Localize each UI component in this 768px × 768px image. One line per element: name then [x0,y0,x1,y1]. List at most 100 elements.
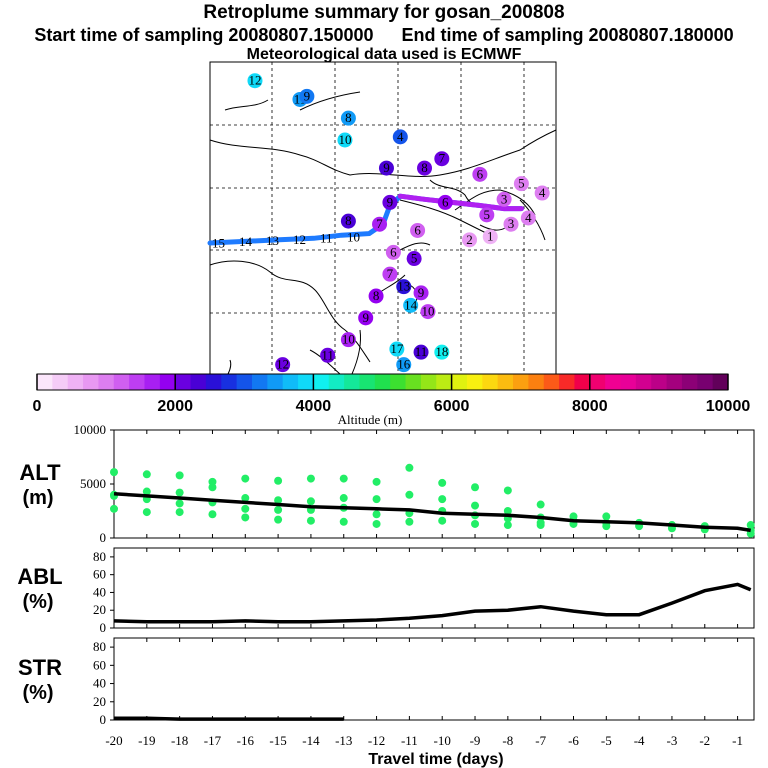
alt-point [241,513,250,522]
plume-marker: 17 [389,341,405,357]
plume-marker-dot [417,160,433,176]
plume-marker-label: 9 [304,88,311,103]
x-axis-label: Travel time (days) [368,751,503,768]
y-tick-label: 80 [93,639,106,654]
alt-point [175,488,184,497]
plume-marker: 2 [462,232,477,248]
plume-marker: 3 [496,191,512,207]
x-tick-label: -14 [302,733,320,748]
x-tick-label: -8 [502,733,513,748]
colorbar-swatch [666,374,683,390]
colorbar-swatch [651,374,668,390]
panel-str: 0 20 40 60 80 STR(%) [18,637,755,727]
plume-marker-dot [275,357,291,373]
y-tick-label: 40 [93,584,106,599]
plume-marker-label: 1 [487,229,494,244]
time-series-panels: 0500010000ALT(m)020406080ABL(%)020406080… [17,422,755,748]
y-tick-label: 0 [100,530,107,545]
alt-point [339,517,348,526]
panel-label: STR [18,655,62,680]
plume-marker-label: 7 [376,216,383,231]
plume-marker-label: 7 [439,151,446,166]
plume-marker-label: 3 [501,191,508,206]
colorbar-swatch [98,374,115,390]
plume-marker: 11 [320,347,336,363]
plume-marker-dot [503,216,519,232]
alt-point [306,474,315,483]
alt-point [405,517,414,526]
colorbar-swatch [559,374,575,390]
alt-point [274,505,283,514]
colorbar-swatch [67,374,84,390]
plume-marker-dot [368,288,384,304]
plume-marker-label: 5 [518,176,525,191]
colorbar-tick-label: 8000 [572,398,608,415]
x-tick-label: -10 [434,733,451,748]
alt-mean-line [113,491,751,533]
plume-marker-label: 8 [421,160,428,175]
x-tick-label: -6 [568,733,579,748]
alt-point [372,495,381,504]
plume-marker-dot [340,213,356,229]
colorbar-tick-label: 0 [33,398,42,415]
plume-marker-dot [496,191,512,207]
plume-marker-dot [434,344,450,360]
plume-markers: 1211981049876543698765432157613891014910… [247,73,550,373]
colorbar-swatch [513,374,529,390]
colorbar-swatch [681,374,698,390]
plume-marker: 5 [479,207,495,223]
colorbar-tick-label: 10000 [706,398,751,415]
colorbar-swatch [328,374,345,390]
plume-marker-dot [358,310,374,326]
alt-point [306,516,315,525]
plume-marker-label: 9 [383,160,390,175]
plume-marker: 11 [413,344,429,360]
panel-unit: (%) [22,682,53,704]
panel-abl: 0 20 40 60 80 ABL(%) [17,547,755,635]
colorbar-swatch [359,374,376,390]
plume-marker-dot [337,132,353,148]
alt-point [602,512,611,521]
plume-marker-label: 5 [484,207,491,222]
x-tick-label: -1 [732,733,743,748]
colorbar-swatch [221,374,238,390]
alt-point [142,508,151,517]
colorbar-swatch [129,374,145,390]
plume-marker-label: 13 [397,279,410,294]
y-tick-label: 80 [93,549,106,564]
plume-marker: 5 [406,251,422,267]
plume-marker-dot [472,166,488,182]
plume-marker: 12 [247,73,263,89]
plume-marker-dot [513,176,529,192]
colorbar-swatch [589,374,606,390]
colorbar-swatch [190,374,207,390]
alt-point [438,495,447,504]
plume-marker-dot [372,216,388,232]
series-line [114,716,344,721]
plume-marker: 9 [413,285,429,301]
plume-marker: 7 [382,266,398,282]
plume-marker-dot [434,151,450,167]
alt-point [438,478,447,487]
colorbar-swatch [159,374,176,390]
alt-point [471,519,480,528]
plume-marker-dot [382,194,398,210]
plume-marker: 1 [482,229,498,245]
y-tick-label: 0 [100,712,107,727]
plume-marker-dot [520,210,536,226]
colorbar-swatch [497,374,514,390]
panel-frame [113,637,755,721]
end-time-label: End time of sampling 20080807.180000 [401,25,734,45]
plume-marker-label: 10 [421,304,434,319]
track-day-label: 13 [266,233,279,248]
track-day-label: 12 [293,232,306,247]
colorbar-swatch [236,374,253,390]
x-tick-label: -5 [601,733,612,748]
plume-marker: 8 [340,110,356,126]
alt-point [372,510,381,519]
alt-point [175,508,184,517]
colorbar-swatch [420,374,437,390]
plume-marker: 6 [437,194,453,210]
colorbar-swatch [37,374,53,390]
plume-marker-dot [378,160,394,176]
